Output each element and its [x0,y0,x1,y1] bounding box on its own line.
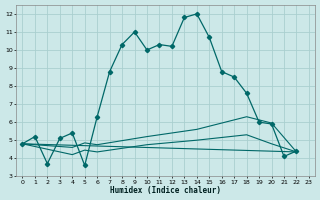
X-axis label: Humidex (Indice chaleur): Humidex (Indice chaleur) [110,186,221,195]
